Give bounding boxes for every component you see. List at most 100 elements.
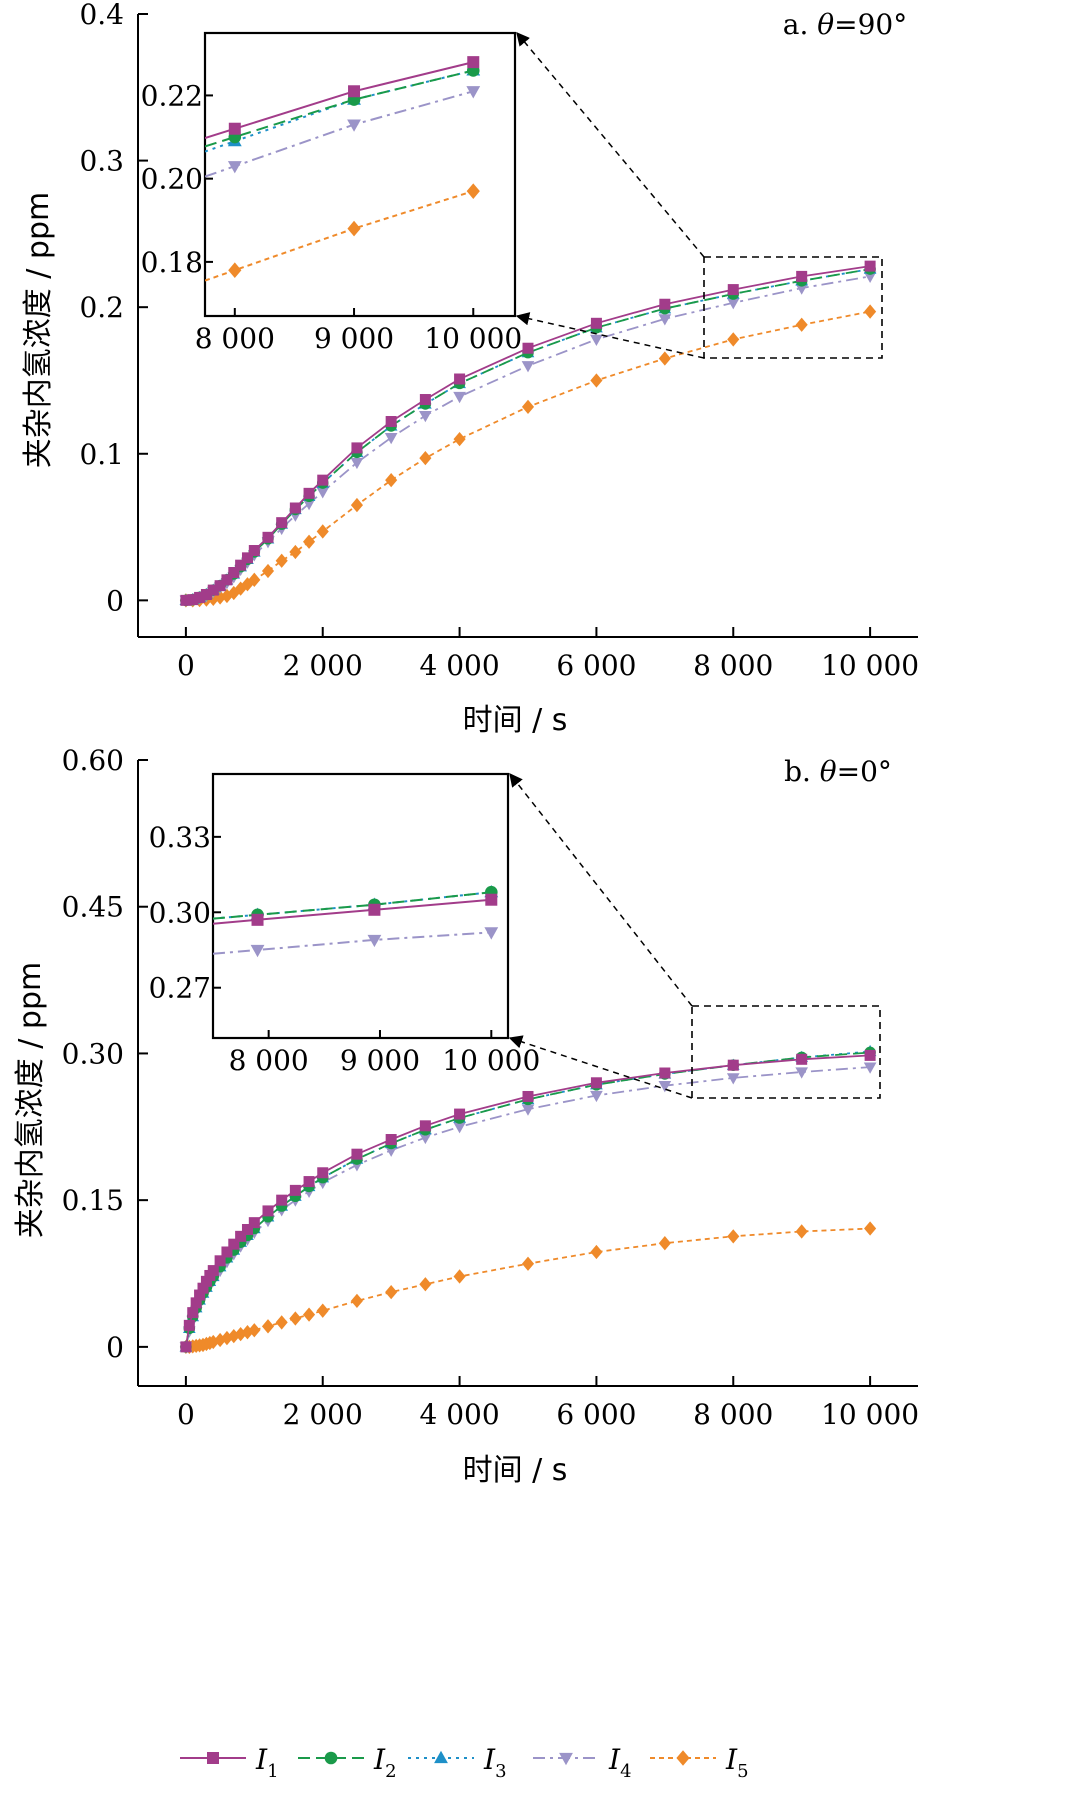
legend-item-I4: I4 (533, 1743, 632, 1782)
chart-b-point-I5-17 (289, 1311, 302, 1326)
chart-a-xtick-label-4: 8 000 (693, 649, 773, 682)
chart-a-ytick-label-2: 0.2 (79, 291, 124, 324)
chart-a-series-line-I4 (185, 275, 871, 602)
chart-a-ylabel: 夹杂内氢浓度 / ppm (21, 192, 56, 469)
chart-b-inset-xtick-label-2: 10 000 (442, 1044, 540, 1077)
chart-a-point-I1-2 (194, 591, 206, 603)
chart-a-point-I4-22 (658, 314, 672, 326)
chart-a-inset-point-I5-1 (347, 220, 361, 237)
chart-b-point-I4-21 (384, 1145, 398, 1157)
chart-a-zoom-arrow (516, 31, 705, 258)
chart-b-point-I1-15 (262, 1205, 274, 1217)
chart-b-inset: 0.27 0.30 0.33 8 000 9 000 10 000 (149, 772, 540, 1077)
chart-a-point-I1-9 (241, 552, 253, 564)
chart-b-point-I1-16 (276, 1194, 288, 1206)
chart-b-point-I5-28 (795, 1224, 808, 1239)
chart-b-inset-line-I2 (213, 891, 492, 920)
chart-b-xlabel: 时间 / s (463, 1453, 568, 1488)
chart-a-xlabel: 时间 / s (463, 703, 568, 738)
legend-label-I5: I5 (725, 1743, 749, 1782)
chart-b-point-I5-25 (590, 1244, 603, 1260)
chart-a-point-I1-14 (303, 487, 315, 499)
chart-a-point-I1-3 (200, 588, 212, 600)
chart-b-xtick-label-3: 6 000 (556, 1398, 636, 1431)
legend-label-I1: I1 (255, 1743, 279, 1782)
chart-b-inset-xtick-label-1: 9 000 (340, 1044, 420, 1077)
chart-b-point-I1-11 (228, 1238, 240, 1250)
chart-b-point-I5-18 (303, 1307, 316, 1322)
chart-a-inset-ytick-label-2: 0.22 (141, 79, 203, 112)
chart-a-point-I1-18 (419, 394, 431, 406)
chart-b-point-I4-24 (521, 1104, 535, 1116)
chart-b-point-I1-20 (351, 1148, 363, 1160)
chart-a-point-I5-10 (248, 572, 261, 587)
chart-b-inset-plot (213, 884, 499, 958)
chart-b-ytick-label-4: 0.60 (62, 744, 124, 777)
chart-b-ylabel: 夹杂内氢浓度 / ppm (13, 962, 48, 1239)
chart-b-point-I1-26 (659, 1067, 671, 1079)
chart-b-point-I4-29 (863, 1062, 877, 1074)
chart-a-zoom-arrow-lower (515, 312, 705, 359)
chart-a-inset-line-I1 (205, 61, 474, 140)
chart-b-point-I4-26 (658, 1081, 672, 1093)
chart-a-point-I5-12 (275, 553, 288, 568)
chart-a-inset-ytick-label-0: 0.18 (141, 246, 203, 279)
legend-marker-I3 (434, 1750, 448, 1764)
chart-b-zoom-arrow (509, 772, 693, 1007)
chart-b-point-I1-4 (194, 1289, 206, 1301)
chart-b-zoom-arrow-lower (508, 1035, 693, 1099)
chart-a-point-I5-15 (316, 524, 329, 539)
legend-marker-I2 (324, 1751, 338, 1765)
chart-a-xtick-label-0: 0 (177, 649, 195, 682)
chart-b-point-I1-29 (864, 1049, 876, 1061)
chart-a-point-I1-12 (276, 517, 288, 529)
chart-a-point-I4-16 (350, 457, 364, 470)
chart-a-point-I1-8 (235, 559, 247, 571)
chart-b-point-I1-23 (454, 1108, 466, 1120)
chart-b-point-I5-10 (220, 1330, 233, 1346)
chart-b-inset-point-I1-1 (368, 903, 381, 916)
chart-a-point-I1-24 (796, 270, 808, 282)
chart-b-point-I4-27 (726, 1073, 740, 1085)
chart-b-inset-ytick-label-2: 0.33 (149, 821, 211, 854)
chart-a-ytick-label-1: 0.1 (79, 438, 124, 471)
chart-a-inset-point-I1-0 (228, 122, 241, 135)
legend-marker-I1 (207, 1752, 219, 1764)
chart-a-point-I5-20 (521, 399, 535, 415)
chart-b-point-I1-25 (590, 1077, 602, 1089)
chart-a-point-I5-25 (864, 304, 877, 319)
chart-b-zoom-box (691, 1005, 881, 1099)
chart-a-point-I1-1 (187, 594, 199, 606)
chart-a-point-I1-22 (659, 298, 671, 310)
chart-a-point-I1-5 (214, 580, 226, 592)
chart-a-ytick-label-0: 0 (106, 584, 124, 617)
chart-a-inset-xtick-label-0: 8 000 (195, 322, 275, 355)
chart-a-point-I1-16 (351, 442, 363, 454)
chart-b-point-I5-16 (275, 1315, 288, 1330)
chart-a-zoom-box (703, 256, 883, 359)
chart-a-point-I1-7 (228, 567, 240, 579)
chart-a-point-I5-11 (261, 563, 275, 579)
chart-b-xtick-label-5: 10 000 (821, 1398, 919, 1431)
chart-b-point-I1-17 (289, 1184, 301, 1196)
chart-b-point-I1-19 (317, 1167, 329, 1179)
chart-a-point-I1-6 (221, 574, 233, 586)
chart-b-ytick-label-3: 0.45 (62, 891, 124, 924)
legend-item-I3: I3 (408, 1743, 507, 1782)
chart-a-point-I1-19 (454, 373, 466, 385)
chart-b-point-I5-20 (350, 1293, 363, 1309)
chart-a-point-I5-17 (385, 473, 398, 488)
chart-b-point-I1-12 (235, 1230, 247, 1242)
chart-b-ytick-label-2: 0.30 (62, 1037, 124, 1070)
chart-a-point-I1-15 (317, 474, 329, 486)
chart-a: 0 0.1 0.2 0.3 0.4 0 2 000 4 000 6 000 8 000 10 000… (21, 0, 919, 738)
chart-a-point-I4-15 (316, 487, 330, 499)
chart-b-xtick-label-1: 2 000 (283, 1398, 363, 1431)
chart-b-inset-ytick-label-1: 0.30 (149, 896, 211, 929)
chart-b-point-I1-28 (796, 1053, 808, 1065)
chart-a-point-I5-14 (303, 534, 316, 549)
chart-b-inset-xtick-label-0: 8 000 (229, 1044, 309, 1077)
chart-a-inset-point-I4-1 (347, 119, 361, 132)
chart-b-point-I5-24 (521, 1256, 535, 1271)
chart-a-ytick-label-3: 0.3 (79, 145, 124, 178)
